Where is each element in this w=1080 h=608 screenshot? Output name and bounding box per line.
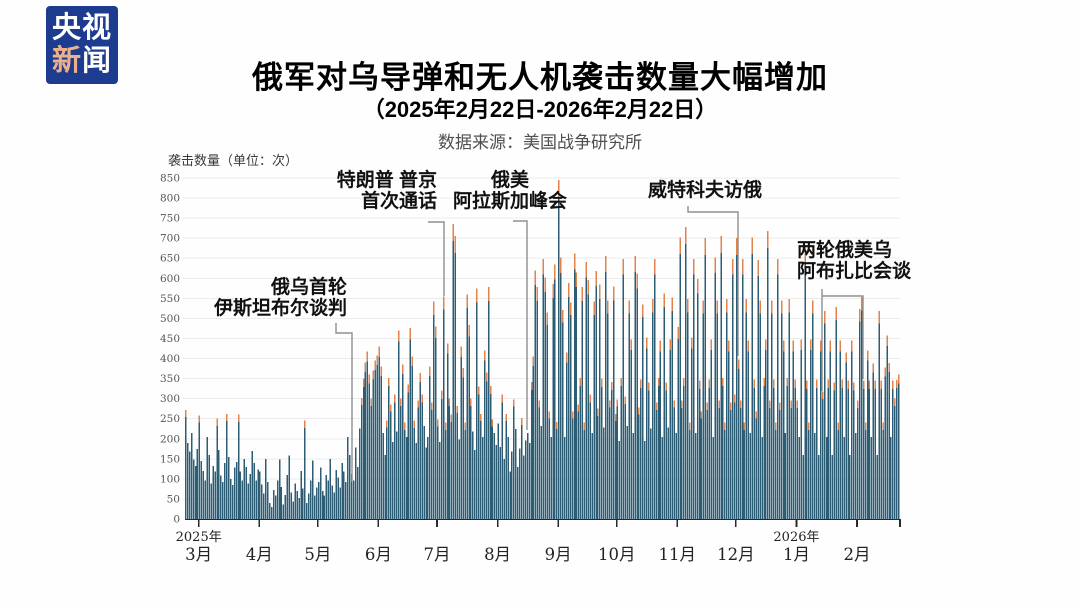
svg-text:150: 150 bbox=[160, 453, 180, 465]
svg-text:350: 350 bbox=[160, 373, 180, 385]
svg-text:8月: 8月 bbox=[484, 545, 511, 564]
svg-text:650: 650 bbox=[160, 253, 180, 265]
svg-text:10月: 10月 bbox=[598, 545, 636, 564]
svg-text:300: 300 bbox=[160, 393, 180, 405]
data-source-label: 数据来源：美国战争研究所 bbox=[438, 133, 642, 152]
cctv-news-logo: 央视 新闻 bbox=[46, 6, 118, 84]
svg-text:700: 700 bbox=[160, 233, 180, 245]
annotation-line: 首次通话 bbox=[360, 191, 437, 212]
annotation-line: 阿拉斯加峰会 bbox=[452, 191, 568, 212]
chart-annotation-witkoff-visit: 威特科夫访俄 bbox=[648, 180, 762, 201]
svg-text:600: 600 bbox=[160, 273, 180, 285]
svg-text:12月: 12月 bbox=[717, 545, 755, 564]
annotation-leaders bbox=[335, 206, 864, 482]
y-tick-labels: 0 50 100 150 200 250 300 350 400 450 500 550 600 650 7… bbox=[160, 173, 180, 526]
svg-text:9月: 9月 bbox=[545, 545, 572, 564]
svg-text:0: 0 bbox=[173, 514, 180, 526]
annotation-line: 两轮俄美乌 bbox=[797, 240, 893, 261]
svg-text:50: 50 bbox=[167, 493, 180, 505]
svg-text:4月: 4月 bbox=[246, 545, 273, 564]
annotation-line: 特朗普 普京 bbox=[336, 170, 437, 191]
svg-text:100: 100 bbox=[160, 473, 180, 485]
svg-text:500: 500 bbox=[160, 313, 180, 325]
chart-annotation-istanbul-talks: 俄乌首轮 伊斯坦布尔谈判 bbox=[214, 277, 347, 319]
svg-text:1月: 1月 bbox=[783, 545, 810, 564]
y-axis-label: 袭击数量（单位：次） bbox=[168, 153, 299, 168]
svg-text:750: 750 bbox=[160, 213, 180, 225]
logo-row1: 央视 bbox=[51, 12, 113, 44]
annotation-line: 阿布扎比会谈 bbox=[797, 261, 912, 282]
svg-text:450: 450 bbox=[160, 333, 180, 345]
date-range-subtitle: （2025年2月22日-2026年2月22日） bbox=[362, 97, 718, 122]
svg-text:3月: 3月 bbox=[185, 545, 212, 564]
svg-text:11月: 11月 bbox=[659, 545, 697, 564]
chart-annotation-alaska-summit: 俄美 阿拉斯加峰会 bbox=[453, 170, 567, 212]
bars-group bbox=[185, 180, 900, 520]
svg-text:2月: 2月 bbox=[844, 545, 871, 564]
svg-text:2025年: 2025年 bbox=[176, 530, 222, 545]
annotation-line: 俄乌首轮 bbox=[270, 277, 347, 298]
svg-text:550: 550 bbox=[160, 293, 180, 305]
svg-text:2026年: 2026年 bbox=[773, 530, 819, 545]
annotation-line: 伊斯坦布尔谈判 bbox=[213, 298, 347, 319]
logo-row2: 新闻 bbox=[51, 45, 113, 77]
svg-text:6月: 6月 bbox=[365, 545, 392, 564]
svg-text:7月: 7月 bbox=[424, 545, 451, 564]
annotation-line: 威特科夫访俄 bbox=[648, 180, 763, 201]
svg-text:850: 850 bbox=[160, 173, 180, 185]
svg-text:800: 800 bbox=[160, 193, 180, 205]
chart-annotation-abu-dhabi-talks: 两轮俄美乌 阿布扎比会谈 bbox=[797, 240, 911, 282]
annotation-line: 俄美 bbox=[490, 170, 530, 191]
svg-text:200: 200 bbox=[160, 433, 180, 445]
svg-text:250: 250 bbox=[160, 413, 180, 425]
svg-text:400: 400 bbox=[160, 353, 180, 365]
chart-annotation-first-call: 特朗普 普京 首次通话 bbox=[337, 170, 437, 212]
svg-text:5月: 5月 bbox=[304, 545, 331, 564]
page-title: 俄军对乌导弹和无人机袭击数量大幅增加 bbox=[252, 60, 828, 95]
